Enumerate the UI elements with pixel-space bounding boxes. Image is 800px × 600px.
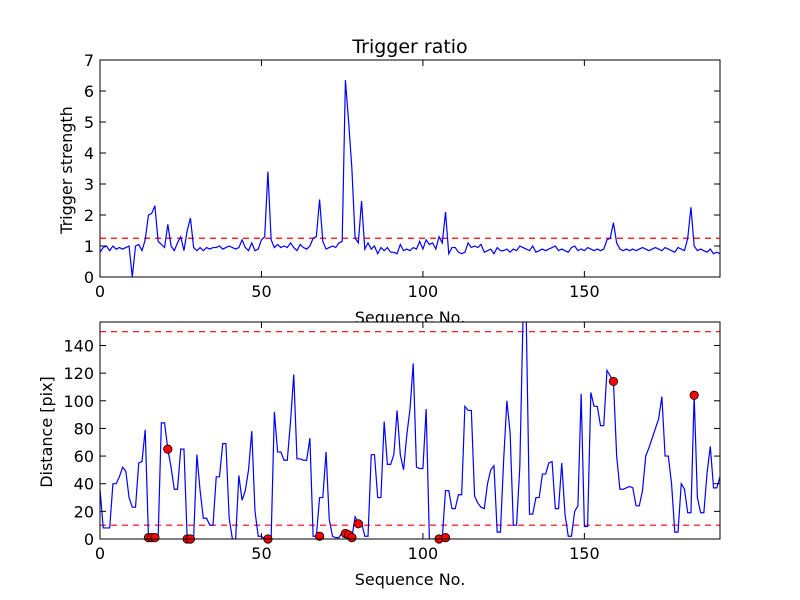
y-tick-label: 0 — [84, 268, 94, 287]
tick-group: 0 50 100 150 0 1 2 3 4 5 6 7 — [84, 51, 720, 301]
x-tick-label: 50 — [251, 544, 271, 563]
data-point-marker — [163, 444, 173, 454]
y-tick-label: 7 — [84, 51, 94, 70]
x-tick-label: 100 — [408, 544, 439, 563]
plot-area — [100, 322, 720, 539]
y-tick-label: 3 — [84, 175, 94, 194]
x-tick-label: 150 — [569, 282, 600, 301]
x-axis-label: Sequence No. — [355, 570, 466, 589]
x-tick-label: 50 — [251, 282, 271, 301]
y-tick-label: 4 — [84, 144, 94, 163]
y-tick-label: 0 — [84, 530, 94, 549]
data-point-marker — [353, 519, 363, 529]
chart-title: Trigger ratio — [351, 36, 467, 58]
y-tick-label: 80 — [74, 419, 94, 438]
distance-chart: 0 50 100 150 0 20 40 60 80 100 120 140 Sequence No.… — [37, 321, 721, 589]
data-point-marker — [689, 390, 699, 400]
y-tick-label: 40 — [74, 475, 94, 494]
plot-area — [100, 80, 720, 277]
y-tick-label: 6 — [84, 82, 94, 101]
x-tick-label: 100 — [408, 282, 439, 301]
x-tick-label: 0 — [95, 544, 105, 563]
plot-frame — [99, 321, 721, 540]
y-tick-label: 1 — [84, 237, 94, 256]
x-tick-label: 150 — [569, 544, 600, 563]
tick-group: 0 50 100 150 0 20 40 60 80 100 120 140 — [63, 322, 720, 563]
series-line — [100, 80, 720, 277]
data-point-marker — [150, 533, 160, 543]
data-point-marker — [440, 533, 451, 543]
y-tick-label: 120 — [63, 364, 94, 383]
y-tick-label: 2 — [84, 206, 94, 225]
y-tick-label: 100 — [63, 392, 94, 411]
y-tick-label: 140 — [63, 336, 94, 355]
y-axis-label: Trigger strength — [57, 106, 76, 235]
data-point-marker — [347, 533, 357, 543]
data-point-marker — [314, 531, 325, 541]
y-tick-label: 5 — [84, 113, 94, 132]
y-tick-label: 20 — [74, 502, 94, 521]
y-tick-label: 60 — [74, 447, 94, 466]
data-point-marker — [608, 376, 619, 387]
y-axis-label: Distance [pix] — [37, 376, 56, 488]
series-line — [100, 322, 720, 539]
plot-background — [100, 322, 720, 539]
x-tick-label: 0 — [95, 282, 105, 301]
